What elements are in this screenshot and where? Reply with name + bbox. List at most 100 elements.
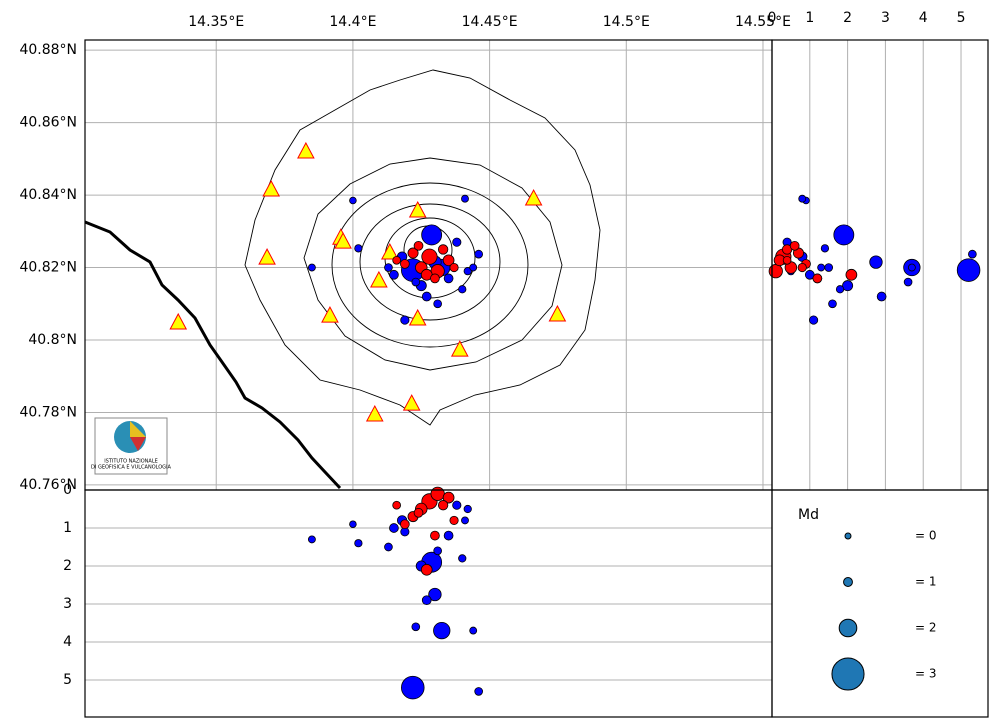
- depth-tick-label: 0: [63, 482, 72, 498]
- event-side: [876, 291, 887, 302]
- x-tick-label: 14.5°E: [603, 14, 650, 30]
- side-tick-label: 0: [768, 10, 777, 26]
- station: [334, 232, 352, 249]
- event-map: [349, 196, 357, 205]
- event-map: [458, 285, 467, 294]
- event-depth: [469, 626, 478, 635]
- event-depth: [421, 595, 432, 606]
- y-tick-label: 40.84°N: [19, 187, 77, 203]
- y-tick-label: 40.8°N: [28, 332, 77, 348]
- text-layer: 14.35°E 14.4°E 14.45°E 14.5°E 14.55°E 40.88°N…: [19, 10, 966, 691]
- event-map: [407, 247, 419, 259]
- event-map: [307, 263, 316, 272]
- logo-text: ISTITUTO NAZIONALE: [104, 459, 158, 465]
- event-depth: [420, 563, 433, 576]
- event-map: [421, 224, 443, 246]
- event-map: [469, 263, 478, 272]
- event-map: [421, 248, 438, 265]
- event-depth: [384, 542, 393, 552]
- event-side: [768, 264, 783, 279]
- event-map: [443, 273, 454, 284]
- event-depth: [463, 504, 472, 514]
- event-side: [812, 273, 823, 284]
- event-map: [442, 254, 455, 267]
- side-tick-label: 5: [957, 10, 966, 26]
- y-tick-label: 40.76°N: [19, 477, 77, 493]
- event-map: [354, 244, 363, 253]
- depth-tick-label: 5: [63, 672, 72, 688]
- event-side: [907, 263, 916, 272]
- event-depth: [400, 519, 410, 530]
- event-map: [389, 269, 399, 280]
- station: [258, 248, 276, 265]
- event-depth: [449, 515, 459, 525]
- y-tick-label: 40.82°N: [19, 260, 77, 276]
- x-tick-label: 14.35°E: [188, 14, 244, 30]
- x-tick-label: 14.55°E: [735, 14, 791, 30]
- station: [262, 179, 281, 197]
- legend-label: = 0: [915, 529, 937, 543]
- station: [524, 188, 543, 206]
- station: [365, 404, 384, 422]
- x-tick-label: 14.45°E: [462, 14, 518, 30]
- event-map: [463, 267, 472, 276]
- logo-segment: [130, 437, 146, 451]
- event-map: [411, 277, 421, 287]
- legend-marker: [844, 532, 852, 540]
- event-map: [400, 315, 410, 325]
- station: [402, 394, 421, 411]
- event-depth: [411, 622, 421, 632]
- station: [321, 306, 339, 323]
- side-tick-label: 1: [805, 10, 814, 26]
- station: [408, 308, 427, 326]
- legend-label: = 1: [915, 575, 937, 589]
- logo: ISTITUTO NAZIONALE DI GEOFISICA E VULCAN…: [91, 417, 172, 475]
- station: [169, 312, 188, 330]
- contour: [359, 203, 501, 321]
- event-depth: [401, 675, 425, 700]
- event-depth: [428, 587, 442, 602]
- event-depth: [392, 500, 401, 510]
- event-map: [400, 259, 410, 269]
- side-tick-label: 2: [843, 10, 852, 26]
- station: [408, 200, 427, 218]
- event-side: [809, 315, 819, 325]
- marks-layer: [169, 141, 981, 700]
- event-map: [421, 291, 432, 302]
- event-side: [956, 258, 981, 282]
- event-depth: [430, 486, 445, 501]
- station: [548, 304, 567, 322]
- y-tick-label: 40.78°N: [19, 404, 77, 420]
- event-map: [384, 263, 393, 272]
- event-map: [474, 249, 483, 259]
- event-map: [413, 240, 424, 251]
- event-depth: [349, 520, 357, 528]
- side-tick-label: 4: [919, 10, 928, 26]
- event-side: [835, 285, 845, 294]
- y-tick-label: 40.88°N: [19, 42, 77, 58]
- depth-tick-label: 4: [63, 634, 72, 650]
- y-tick-label: 40.86°N: [19, 115, 77, 131]
- event-depth: [437, 500, 449, 511]
- depth-tick-label: 1: [63, 520, 72, 536]
- map-frame: [84, 39, 773, 491]
- contour: [331, 182, 529, 348]
- event-depth: [433, 621, 451, 640]
- event-depth: [443, 530, 454, 541]
- legend-marker: [843, 577, 853, 587]
- event-map: [452, 237, 462, 247]
- event-depth: [354, 539, 363, 548]
- event-map: [461, 194, 469, 203]
- event-depth: [389, 523, 399, 533]
- depth-tick-label: 2: [63, 558, 72, 574]
- event-side: [968, 249, 977, 259]
- event-side: [789, 240, 800, 251]
- legend-marker: [831, 657, 865, 691]
- event-side: [797, 262, 807, 273]
- event-depth: [452, 500, 462, 510]
- x-tick-label: 14.4°E: [329, 14, 376, 30]
- legend-label: = 2: [915, 621, 937, 635]
- legend-frame: [771, 489, 989, 718]
- event-side: [833, 224, 855, 246]
